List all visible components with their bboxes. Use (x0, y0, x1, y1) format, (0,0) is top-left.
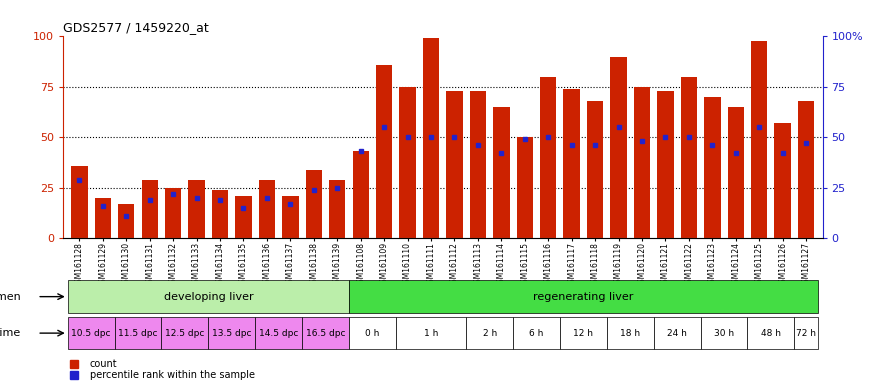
Bar (634, 87, 650, 238)
Text: 14.5 dpc: 14.5 dpc (259, 329, 298, 338)
Bar (513, 317, 560, 349)
Text: GDS2577 / 1459220_at: GDS2577 / 1459220_at (63, 21, 209, 34)
Text: 11.5 dpc: 11.5 dpc (118, 329, 158, 338)
Bar (208, 317, 256, 349)
Bar (399, 87, 416, 238)
Bar (282, 196, 298, 238)
Bar (71, 166, 88, 238)
Bar (115, 317, 162, 349)
Bar (587, 101, 604, 238)
Bar (302, 317, 349, 349)
Bar (701, 317, 747, 349)
Text: 2 h: 2 h (482, 329, 497, 338)
Bar (446, 91, 463, 238)
Bar (607, 317, 654, 349)
Bar (774, 123, 791, 238)
Text: 6 h: 6 h (529, 329, 543, 338)
Text: 16.5 dpc: 16.5 dpc (305, 329, 346, 338)
Bar (212, 190, 228, 238)
Bar (235, 196, 252, 238)
Text: time: time (0, 328, 21, 338)
Bar (188, 180, 205, 238)
Text: 10.5 dpc: 10.5 dpc (72, 329, 111, 338)
Bar (67, 280, 349, 313)
Bar (376, 65, 392, 238)
Text: specimen: specimen (0, 291, 21, 302)
Bar (747, 317, 794, 349)
Text: developing liver: developing liver (164, 291, 253, 302)
Bar (305, 170, 322, 238)
Bar (353, 151, 369, 238)
Bar (349, 280, 818, 313)
Bar (94, 198, 111, 238)
Bar (259, 180, 275, 238)
Bar (681, 77, 697, 238)
Bar (657, 91, 674, 238)
Bar (67, 317, 115, 349)
Bar (560, 317, 607, 349)
Bar (728, 107, 744, 238)
Bar (516, 137, 533, 238)
Bar (798, 101, 815, 238)
Bar (142, 180, 158, 238)
Bar (564, 89, 580, 238)
Text: 18 h: 18 h (620, 329, 640, 338)
Bar (329, 180, 346, 238)
Bar (396, 317, 466, 349)
Text: 24 h: 24 h (668, 329, 687, 338)
Bar (466, 317, 513, 349)
Text: 13.5 dpc: 13.5 dpc (212, 329, 251, 338)
Text: 12 h: 12 h (573, 329, 593, 338)
Bar (611, 56, 626, 238)
Text: 1 h: 1 h (424, 329, 438, 338)
Text: regenerating liver: regenerating liver (533, 291, 634, 302)
Text: 0 h: 0 h (365, 329, 380, 338)
Bar (704, 97, 720, 238)
Bar (751, 41, 767, 238)
Bar (493, 107, 509, 238)
Bar (470, 91, 487, 238)
Text: percentile rank within the sample: percentile rank within the sample (89, 370, 255, 380)
Bar (349, 317, 396, 349)
Bar (255, 317, 302, 349)
Bar (540, 77, 556, 238)
Bar (794, 317, 818, 349)
Bar (118, 204, 135, 238)
Text: 48 h: 48 h (761, 329, 780, 338)
Text: 72 h: 72 h (796, 329, 816, 338)
Bar (654, 317, 701, 349)
Bar (162, 317, 208, 349)
Text: count: count (89, 359, 117, 369)
Text: 12.5 dpc: 12.5 dpc (165, 329, 205, 338)
Bar (423, 38, 439, 238)
Bar (165, 188, 181, 238)
Text: 30 h: 30 h (714, 329, 734, 338)
